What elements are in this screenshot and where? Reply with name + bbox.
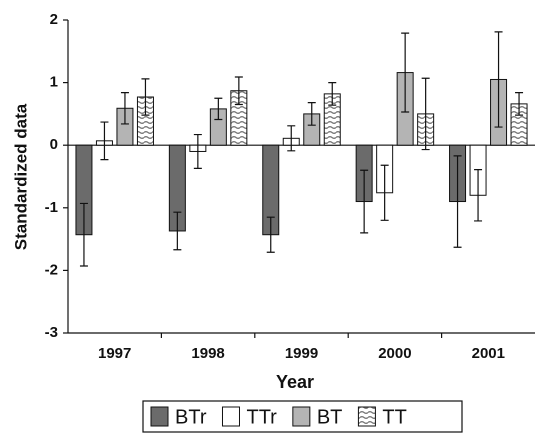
y-tick-label: 0 <box>50 136 58 153</box>
legend-label: TTr <box>246 406 277 428</box>
error-bar <box>100 121 109 161</box>
legend-swatch <box>357 406 376 427</box>
error-bar <box>360 169 369 234</box>
y-tick-label: -3 <box>45 324 58 341</box>
legend-swatch <box>292 406 311 427</box>
error-bar <box>494 31 503 128</box>
y-tick-label: -1 <box>45 199 58 216</box>
error-bar <box>214 97 223 121</box>
x-tick-label: 1999 <box>285 345 318 362</box>
x-tick-label: 2001 <box>472 345 505 362</box>
error-bar <box>380 164 389 221</box>
legend-label: BTr <box>175 406 207 428</box>
error-bar <box>120 92 129 125</box>
legend-label: BT <box>317 406 343 428</box>
legend-label: TT <box>382 406 406 428</box>
x-tick-label: 1998 <box>191 345 224 362</box>
y-tick-label: 1 <box>50 74 58 91</box>
error-bar <box>173 211 182 251</box>
x-tick-label: 2000 <box>378 345 411 362</box>
error-bar <box>234 76 243 106</box>
error-bar <box>141 78 150 116</box>
error-bar <box>515 92 524 116</box>
y-axis-label: Standardized data <box>11 103 30 250</box>
legend-swatch <box>221 406 240 427</box>
error-bar <box>266 216 275 253</box>
error-bar <box>328 82 337 106</box>
error-bar <box>421 77 430 151</box>
y-tick-label: -2 <box>45 261 58 278</box>
x-tick-label: 1997 <box>98 345 131 362</box>
error-bar <box>474 169 483 222</box>
error-bar <box>79 202 88 267</box>
error-bar <box>193 133 202 169</box>
legend-swatch <box>150 406 169 427</box>
y-tick-label: 2 <box>50 11 58 28</box>
error-bar <box>287 125 296 152</box>
error-bar <box>307 102 316 126</box>
error-bar <box>401 32 410 113</box>
x-axis-label: Year <box>276 372 314 392</box>
error-bar <box>453 155 462 248</box>
